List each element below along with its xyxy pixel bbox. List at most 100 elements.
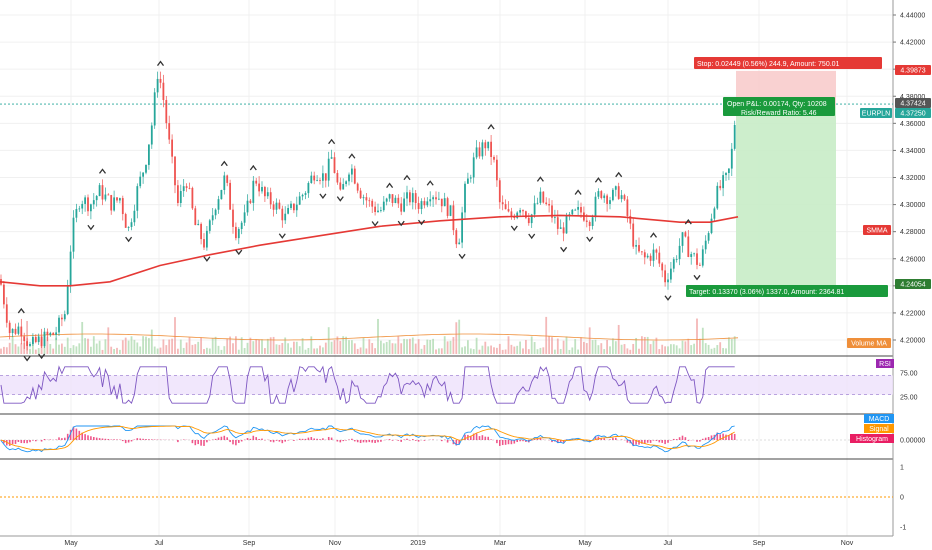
macd-histogram-bar bbox=[728, 435, 730, 440]
volume-bar bbox=[707, 344, 710, 354]
volume-bar bbox=[696, 318, 698, 354]
volume-bar bbox=[377, 318, 379, 354]
macd-histogram-bar bbox=[519, 440, 521, 442]
fractal-down-marker bbox=[560, 246, 568, 253]
macd-histogram-bar bbox=[136, 438, 139, 440]
macd-histogram-bar bbox=[351, 438, 353, 440]
fractal-up-marker bbox=[249, 164, 257, 171]
price-tick-label: 4.26000 bbox=[900, 256, 925, 263]
macd-histogram-bar bbox=[501, 440, 504, 446]
candle-body bbox=[200, 223, 202, 240]
candle-body bbox=[145, 164, 147, 173]
volume-bar bbox=[591, 340, 594, 354]
fractal-up-marker bbox=[348, 153, 356, 159]
volume-bar bbox=[440, 348, 443, 354]
candle-body bbox=[310, 175, 313, 184]
symbol-tag-box bbox=[860, 108, 892, 118]
candle-body bbox=[667, 279, 669, 283]
fractal-down-marker bbox=[278, 233, 286, 239]
volume-bar bbox=[368, 339, 371, 354]
position-tool[interactable]: Stop: 0.02449 (0.56%) 244.9, Amount: 750… bbox=[0, 57, 893, 297]
candle-body bbox=[304, 193, 307, 195]
candle-body bbox=[261, 187, 263, 192]
volume-bar bbox=[733, 336, 736, 354]
volume-bar bbox=[316, 348, 318, 354]
candle-body bbox=[574, 209, 577, 211]
macd-histogram-bar bbox=[240, 440, 243, 442]
candle-body bbox=[675, 259, 678, 260]
macd-histogram-bar bbox=[733, 433, 736, 440]
candle-body bbox=[713, 208, 716, 219]
volume-bar bbox=[252, 341, 255, 354]
volume-bar bbox=[351, 340, 353, 354]
fractal-up-marker bbox=[403, 174, 411, 181]
volume-bar bbox=[217, 345, 220, 354]
stop-label-box bbox=[694, 57, 882, 69]
volume-bar bbox=[3, 346, 5, 354]
candle-body bbox=[539, 191, 542, 203]
candle-body bbox=[681, 232, 684, 246]
macd-histogram-bar bbox=[522, 440, 524, 442]
volume-bar bbox=[113, 349, 115, 354]
macd-histogram-bar bbox=[649, 440, 652, 443]
volume-bar bbox=[467, 340, 469, 354]
candle-body bbox=[542, 191, 545, 203]
macd-histogram-bar bbox=[330, 437, 333, 440]
macd-histogram-bar bbox=[93, 436, 95, 440]
candle-body bbox=[345, 181, 347, 185]
candle-body bbox=[426, 201, 429, 206]
candle-body bbox=[649, 255, 652, 261]
macd-histogram-bar bbox=[148, 439, 150, 440]
pnl-label-box bbox=[723, 97, 835, 116]
volume-bar bbox=[119, 349, 121, 354]
candle-body bbox=[536, 202, 539, 204]
volume-bar bbox=[49, 343, 52, 354]
volume-bar bbox=[232, 343, 234, 354]
volume-bar bbox=[510, 344, 513, 354]
candle-body bbox=[177, 185, 179, 204]
macd-histogram-bar bbox=[298, 438, 301, 440]
candle-body bbox=[246, 200, 249, 213]
volume-bar bbox=[264, 348, 266, 354]
volume-bar bbox=[32, 338, 34, 354]
price-tick-label: 4.30000 bbox=[900, 202, 925, 209]
candle-body bbox=[496, 159, 498, 181]
macd-histogram-bar bbox=[681, 435, 684, 440]
fractal-down-marker bbox=[23, 356, 31, 362]
candle-body bbox=[701, 249, 704, 266]
candle-body bbox=[324, 173, 327, 181]
volume-bar bbox=[713, 347, 716, 354]
volume-bar bbox=[278, 344, 281, 354]
stop-label: Stop: 0.02449 (0.56%) 244.9, Amount: 750… bbox=[697, 61, 840, 68]
macd-histogram-bar bbox=[684, 437, 687, 440]
candle-body bbox=[385, 198, 388, 202]
candle-body bbox=[469, 177, 472, 179]
fractal-down-marker bbox=[397, 220, 405, 227]
volume-bar bbox=[461, 347, 463, 354]
candle-body bbox=[214, 209, 217, 216]
macd-histogram-bar bbox=[75, 428, 78, 440]
price-tag-box bbox=[895, 65, 931, 75]
volume-bar bbox=[548, 336, 550, 354]
candle-body bbox=[478, 147, 481, 157]
candle-body bbox=[32, 336, 34, 344]
macd-tag: Histogram bbox=[856, 436, 888, 443]
candle-body bbox=[368, 200, 371, 202]
volume-bar bbox=[414, 343, 417, 354]
macd-histogram-bar bbox=[412, 439, 414, 440]
volume-bar bbox=[699, 338, 701, 354]
macd-histogram-bar bbox=[281, 440, 284, 444]
macd-tick-label: 0.00000 bbox=[900, 438, 925, 445]
volume-bar bbox=[493, 347, 495, 354]
candle-body bbox=[81, 203, 84, 209]
volume-bar bbox=[391, 343, 394, 354]
candle-body bbox=[411, 193, 414, 203]
volume-bar bbox=[443, 336, 446, 354]
volume-bar bbox=[554, 349, 556, 354]
candle-body bbox=[295, 204, 298, 211]
macd-histogram-bar bbox=[478, 436, 481, 440]
volume-bar bbox=[556, 338, 559, 354]
candle-body bbox=[475, 147, 478, 158]
volume-bar bbox=[612, 338, 614, 354]
